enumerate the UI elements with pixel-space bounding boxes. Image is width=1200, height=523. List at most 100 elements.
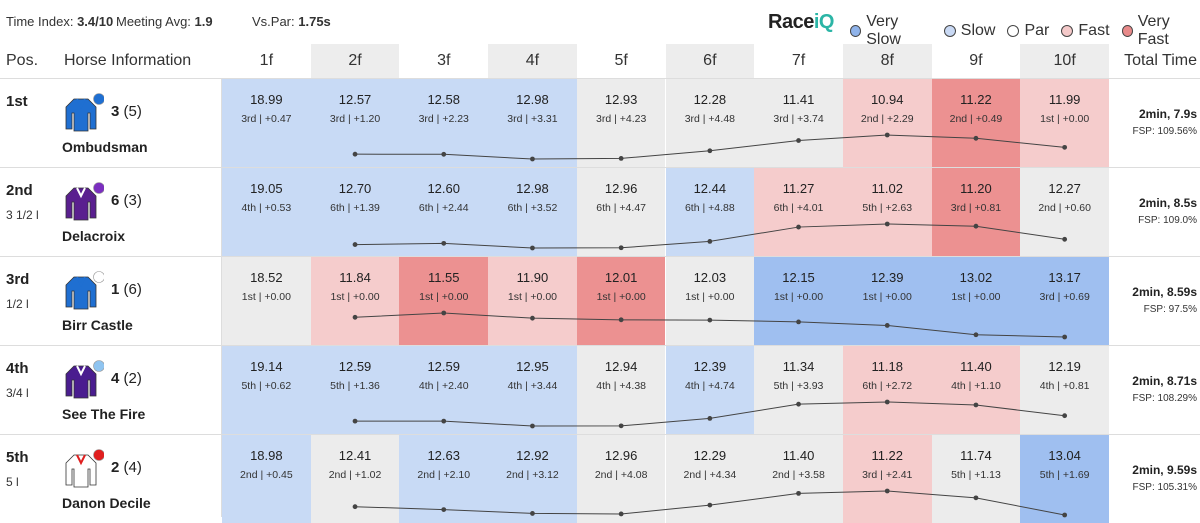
horse-name: Ombudsman xyxy=(62,139,148,155)
sectional-position: 4th | +1.10 xyxy=(951,380,1001,392)
time-index: Time Index: 3.4/10 xyxy=(6,14,113,29)
sectional-time: 12.57 xyxy=(338,92,372,107)
sectional-time: 12.94 xyxy=(604,359,638,374)
saddle-number: 4 (2) xyxy=(111,370,142,387)
sectional-cell: 12.98 6th | +3.52 xyxy=(488,168,577,256)
sectional-cell: 12.95 4th | +3.44 xyxy=(488,346,577,434)
sparkline-point xyxy=(884,221,890,227)
sectional-cell: 11.02 5th | +2.63 xyxy=(842,168,932,256)
sectional-cell: 18.52 1st | +0.00 xyxy=(222,257,311,345)
beaten-distance: 5 l xyxy=(6,475,19,489)
furlong-header-7f: 7f xyxy=(791,52,806,69)
sparkline-point xyxy=(1062,512,1068,518)
sectional-time: 11.18 xyxy=(871,359,904,374)
sectional-time: 12.19 xyxy=(1048,359,1081,374)
sparkline-point xyxy=(884,488,890,494)
legend-item: Par xyxy=(1007,13,1049,49)
sparkline-point xyxy=(352,151,358,157)
legend-item: Very Fast xyxy=(1121,13,1200,49)
sectional-position: 3rd | +1.20 xyxy=(329,113,381,125)
sectional-position: 1st | +0.00 xyxy=(773,291,824,303)
sectional-cell: 11.40 2nd | +3.58 xyxy=(754,435,843,523)
sectional-cell: 12.98 3rd | +3.31 xyxy=(488,79,577,167)
sectional-position: 4th | +0.81 xyxy=(1039,380,1090,392)
sectional-position: 3rd | +4.48 xyxy=(684,113,735,125)
horse-row[interactable]: 4th 3/4 l 4 (2) See The Fire 19.14 5th | +0.6… xyxy=(0,345,1200,434)
horse-row[interactable]: 1st 3 (5) Ombudsman 18.99 3rd | +0.47 12.57 3r… xyxy=(0,78,1200,167)
sectional-cell: 11.99 1st | +0.00 xyxy=(1020,79,1109,167)
horse-name: Delacroix xyxy=(62,228,126,244)
total-time-value: 2min, 9.59s xyxy=(1132,463,1197,477)
total-time: 2min, 8.59s FSP: 97.5% xyxy=(1109,257,1197,345)
beaten-distance: 3/4 l xyxy=(6,386,29,400)
sectional-time: 11.99 xyxy=(1048,92,1081,107)
sectional-position: 1st | +0.00 xyxy=(241,291,291,303)
sparkline-point xyxy=(530,423,535,429)
sectional-cell: 11.20 3rd | +0.81 xyxy=(931,168,1021,256)
sectional-time: 12.59 xyxy=(427,359,460,374)
horse-row[interactable]: 2nd 3 1/2 l 6 (3) Delacroix 19.05 4th | +0.53… xyxy=(0,167,1200,256)
sectional-position: 2nd | +1.02 xyxy=(328,469,382,481)
finish-position: 3rd xyxy=(6,271,30,288)
time-index-value: 3.4/10 xyxy=(77,14,114,29)
sectional-time: 12.15 xyxy=(782,270,815,285)
sectional-position: 3rd | +0.81 xyxy=(950,202,1002,214)
sparkline-point xyxy=(530,156,535,162)
total-time-value: 2min, 8.71s xyxy=(1132,374,1197,388)
sectional-time: 12.01 xyxy=(604,270,638,285)
legend-dot-icon xyxy=(1121,25,1133,37)
sparkline-point xyxy=(796,490,801,496)
sectional-time: 19.05 xyxy=(250,181,283,196)
sectional-position: 4th | +2.40 xyxy=(418,380,469,392)
finish-position: 2nd xyxy=(6,182,33,199)
jockey-silks-icon xyxy=(62,182,105,222)
sparkline-point xyxy=(352,504,358,510)
sectional-cell: 12.92 2nd | +3.12 xyxy=(488,435,577,523)
sectional-cell: 11.74 5th | +1.13 xyxy=(931,435,1021,523)
horse-row[interactable]: 3rd 1/2 l 1 (6) Birr Castle 18.52 1st | +0.00… xyxy=(0,256,1200,345)
sparkline-point xyxy=(618,317,624,323)
sparkline-point xyxy=(1062,236,1068,242)
sparkline-point xyxy=(973,332,979,338)
sectional-cell: 12.19 4th | +0.81 xyxy=(1020,346,1109,434)
sparkline-point xyxy=(441,418,447,424)
sectional-cell: 19.14 5th | +0.62 xyxy=(222,346,311,434)
sparkline-point xyxy=(618,423,624,429)
sectional-position: 2nd | +0.60 xyxy=(1038,202,1091,214)
total-time: 2min, 7.9s FSP: 109.56% xyxy=(1109,79,1197,167)
sectional-time: 11.27 xyxy=(782,181,815,196)
sectional-time: 12.96 xyxy=(604,181,638,196)
sectional-cell: 11.41 3rd | +3.74 xyxy=(754,79,843,167)
raceiq-logo: RaceiQ xyxy=(768,11,834,33)
sparkline-point xyxy=(707,148,713,154)
sectional-time: 12.39 xyxy=(693,359,727,374)
sectional-position: 2nd | +3.58 xyxy=(772,469,825,481)
sectional-cell: 12.03 1st | +0.00 xyxy=(665,257,755,345)
sparkline-point xyxy=(707,238,713,244)
horse-name: Birr Castle xyxy=(62,317,133,333)
sectional-position: 1st | +0.00 xyxy=(685,291,735,303)
finish-position: 1st xyxy=(6,93,28,110)
sectional-position: 2nd | +4.08 xyxy=(594,469,648,481)
beaten-distance: 1/2 l xyxy=(6,297,29,311)
sectional-position: 2nd | +0.49 xyxy=(949,113,1003,125)
jockey-silks-icon xyxy=(62,360,105,400)
sparkline-point xyxy=(884,323,890,328)
sparkline-point xyxy=(1062,334,1068,340)
sectional-cell: 11.40 4th | +1.10 xyxy=(931,346,1021,434)
sectional-time: 12.44 xyxy=(693,181,727,196)
sectional-position: 4th | +4.38 xyxy=(596,380,646,392)
sectional-cell: 19.05 4th | +0.53 xyxy=(222,168,311,256)
table-header: Pos. Horse Information Total Time 1f 2f 3f… xyxy=(0,44,1200,78)
sectional-time: 12.92 xyxy=(516,448,549,463)
number: 1 xyxy=(111,281,120,298)
sectional-position: 6th | +4.88 xyxy=(684,202,735,214)
sectional-position: 1st | +0.00 xyxy=(507,291,557,303)
saddle-number: 3 (5) xyxy=(111,103,142,120)
sectional-cell: 11.84 1st | +0.00 xyxy=(310,257,400,345)
sectional-cell: 13.02 1st | +0.00 xyxy=(931,257,1021,345)
sectional-position: 5th | +1.36 xyxy=(330,380,380,392)
sparkline-path xyxy=(355,134,1065,160)
sectional-time: 12.58 xyxy=(427,92,460,107)
